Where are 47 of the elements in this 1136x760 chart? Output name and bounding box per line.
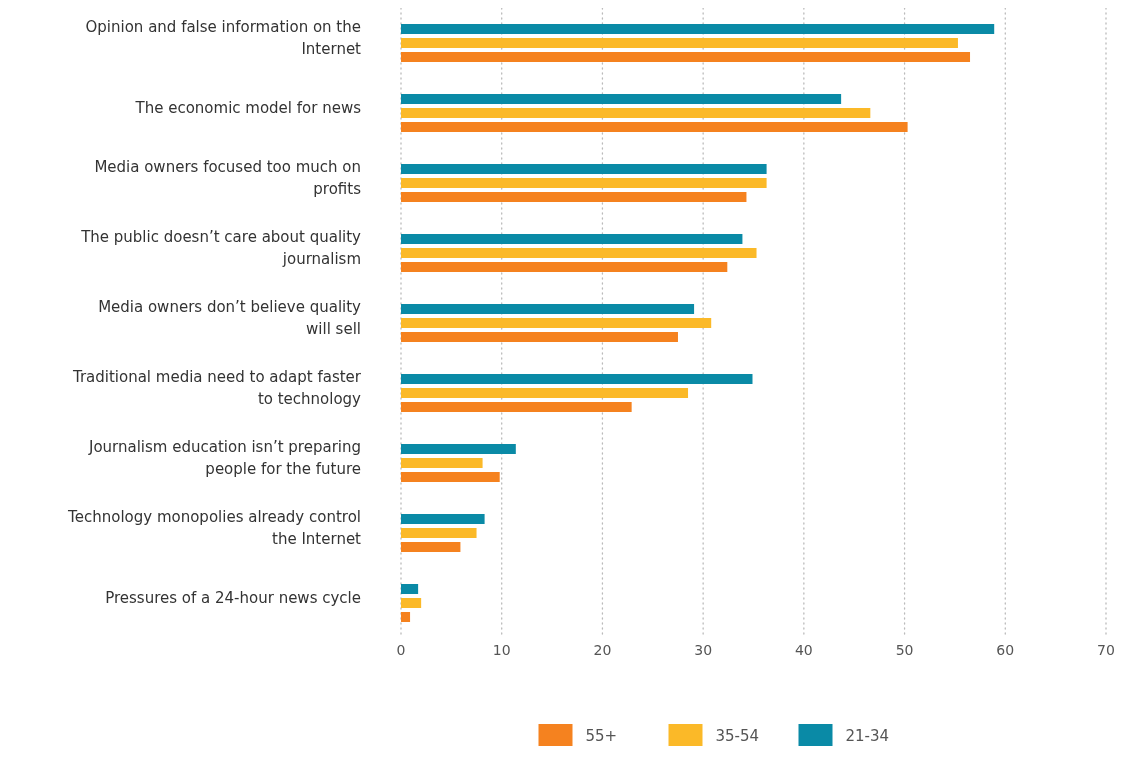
bar bbox=[401, 24, 995, 34]
y-tick-label: Traditional media need to adapt faster to technology bbox=[71, 368, 362, 408]
bar bbox=[401, 248, 757, 258]
bar bbox=[401, 402, 632, 412]
bar bbox=[401, 38, 958, 48]
y-tick-label: The economic model for news bbox=[134, 99, 362, 117]
y-tick-label: Opinion and false information on the Internet bbox=[85, 18, 362, 58]
y-tick-label: Media owners don’t believe quality will sell bbox=[98, 298, 362, 338]
x-tick-label: 0 bbox=[396, 642, 406, 658]
bar bbox=[401, 612, 411, 622]
x-tick-label: 40 bbox=[794, 642, 813, 658]
x-tick-label: 20 bbox=[593, 642, 612, 658]
y-tick-label: Journalism education isn’t preparing people for the future bbox=[87, 438, 361, 478]
bar bbox=[401, 108, 871, 118]
bar bbox=[401, 458, 483, 468]
bar bbox=[401, 52, 971, 62]
x-tick-label: 60 bbox=[996, 642, 1015, 658]
bar bbox=[401, 164, 767, 174]
x-tick-label: 30 bbox=[694, 642, 713, 658]
bar bbox=[401, 178, 767, 188]
bar bbox=[401, 332, 678, 342]
x-tick-label: 10 bbox=[492, 642, 511, 658]
y-tick-label: Media owners focused too much on profits bbox=[94, 158, 362, 198]
legend-label: 21-34 bbox=[845, 727, 890, 745]
bar bbox=[401, 374, 753, 384]
bar bbox=[401, 234, 743, 244]
bar bbox=[401, 122, 908, 132]
bar bbox=[401, 318, 712, 328]
bar bbox=[401, 472, 500, 482]
y-tick-label: Pressures of a 24-hour news cycle bbox=[105, 589, 361, 607]
bar bbox=[401, 584, 419, 594]
bar bbox=[401, 514, 485, 524]
legend-label: 35-54 bbox=[715, 727, 760, 745]
bar bbox=[401, 542, 461, 552]
bar bbox=[401, 444, 516, 454]
y-tick-label: The public doesn’t care about quality journalism bbox=[80, 228, 362, 268]
bar bbox=[401, 528, 477, 538]
bar bbox=[401, 304, 695, 314]
bar bbox=[401, 598, 422, 608]
x-tick-label: 70 bbox=[1097, 642, 1115, 658]
y-tick-label: Technology monopolies already control the Internet bbox=[67, 508, 362, 548]
legend-label: 55+ bbox=[585, 727, 618, 745]
bar bbox=[401, 192, 747, 202]
x-tick-label: 50 bbox=[895, 642, 914, 658]
bar bbox=[401, 388, 689, 398]
bar bbox=[401, 262, 728, 272]
bar bbox=[401, 94, 842, 104]
